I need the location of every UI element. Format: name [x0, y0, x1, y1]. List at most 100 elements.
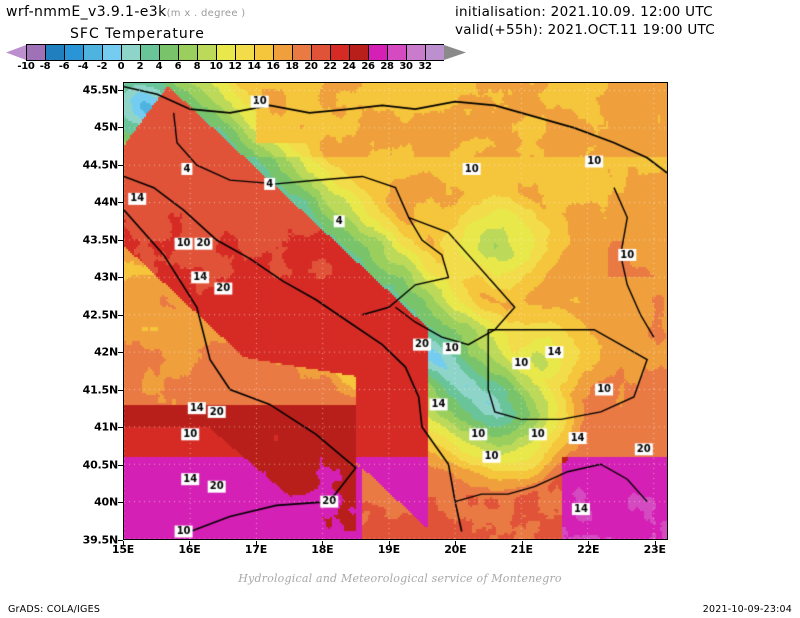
x-axis-tick	[588, 541, 590, 546]
colorbar-tick-label: 8	[193, 61, 201, 72]
y-axis-label: 43N	[94, 270, 118, 284]
colorbar-tick-label: 16	[266, 61, 280, 72]
x-axis-label: 18E	[311, 543, 334, 556]
colorbar-cell	[102, 44, 121, 61]
colorbar-tick-label: 10	[209, 61, 223, 72]
valid-time: valid(+55h): 2021.OCT.11 19:00 UTC	[455, 22, 716, 38]
colorbar-cell	[387, 44, 406, 61]
x-axis-label: 20E	[444, 543, 467, 556]
x-axis-tick	[455, 541, 457, 546]
x-axis-tick	[654, 541, 656, 546]
colorbar-over-arrow-icon	[444, 44, 466, 61]
colorbar-cell	[368, 44, 387, 61]
colorbar-cell	[273, 44, 292, 61]
x-axis-label: 17E	[244, 543, 268, 556]
x-axis-label: 19E	[377, 543, 400, 556]
colorbar-tick-label: -2	[96, 61, 108, 72]
colorbar-ticks: -10 -8 -6 -4 -2 0 2 4 6 8 10 12 14 16 18 20 22 24 26 28 30 32	[4, 61, 440, 72]
colorbar-tick-label: -10	[17, 61, 35, 72]
y-axis-label: 45.5N	[82, 83, 119, 96]
colorbar: -10 -8 -6 -4 -2 0 2 4 6 8 10 12 14 16 18 20 22 24 26 28 30 32	[4, 44, 466, 72]
colorbar-cell	[311, 44, 330, 61]
x-axis-label: 16E	[178, 543, 201, 556]
model-name: wrf-nmmE_v3.9.1-e3k	[6, 4, 167, 20]
y-axis-label: 40N	[94, 495, 118, 509]
colorbar-cell	[216, 44, 235, 61]
y-axis-tick	[118, 202, 123, 204]
y-axis-label: 40.5N	[82, 458, 119, 472]
map-plot-area[interactable]	[123, 82, 668, 540]
x-axis-tick	[322, 541, 324, 546]
x-axis-tick	[521, 541, 523, 546]
colorbar-cell	[121, 44, 140, 61]
y-axis-tick	[118, 314, 123, 316]
colorbar-tick-label: 18	[285, 61, 299, 72]
colorbar-tick-label: 28	[380, 61, 394, 72]
y-axis-tick	[118, 352, 123, 354]
colorbar-tick-label: 2	[136, 61, 144, 72]
generation-timestamp: 2021-10-09-23:04	[702, 604, 792, 615]
colorbar-tick-label: 32	[418, 61, 432, 72]
x-axis-label: 21E	[510, 543, 533, 556]
colorbar-tick-label: 26	[361, 61, 375, 72]
colorbar-cell	[254, 44, 273, 61]
x-axis-tick	[388, 541, 390, 546]
grads-tag: GrADS: COLA/IGES	[8, 604, 101, 615]
colorbar-cell	[197, 44, 216, 61]
model-title: wrf-nmmE_v3.9.1-e3k(m x . degree )	[6, 4, 246, 20]
service-credit: Hydrological and Meteorological service …	[238, 572, 562, 585]
colorbar-cell	[45, 44, 64, 61]
colorbar-swatches	[26, 44, 466, 61]
y-axis-label: 43.5N	[82, 233, 119, 247]
colorbar-cell	[178, 44, 197, 61]
colorbar-tick-label: 22	[323, 61, 337, 72]
model-units: (m x . degree )	[166, 8, 246, 19]
initialisation-time: initialisation: 2021.10.09. 12:00 UTC	[455, 4, 713, 20]
colorbar-cell	[140, 44, 159, 61]
y-axis-label: 41.5N	[82, 383, 119, 397]
x-axis-label: 23E	[643, 543, 666, 556]
colorbar-tick-label: 24	[342, 61, 356, 72]
colorbar-tick-label: 0	[117, 61, 125, 72]
y-axis-tick	[118, 89, 123, 91]
y-axis-label: 41N	[94, 420, 118, 434]
colorbar-tick-label: 30	[399, 61, 413, 72]
x-axis-label: 15E	[111, 543, 135, 556]
y-axis-label: 42.5N	[82, 308, 119, 322]
colorbar-tick-label: -4	[77, 61, 89, 72]
y-axis-tick	[118, 464, 123, 466]
colorbar-cell	[159, 44, 178, 61]
colorbar-cell	[425, 44, 444, 61]
colorbar-tick-label: -8	[39, 61, 51, 72]
y-axis-label: 42N	[94, 345, 118, 359]
colorbar-cell	[330, 44, 349, 61]
x-axis-tick	[255, 541, 257, 546]
colorbar-cell	[83, 44, 102, 61]
x-axis-tick	[189, 541, 191, 546]
colorbar-cell	[64, 44, 83, 61]
x-axis-label: 22E	[577, 543, 600, 556]
y-axis-tick	[118, 164, 123, 166]
y-axis-tick	[118, 427, 123, 429]
y-axis-tick	[118, 277, 123, 279]
colorbar-cell	[235, 44, 254, 61]
colorbar-under-arrow-icon	[6, 44, 26, 61]
colorbar-tick-label: 12	[228, 61, 242, 72]
colorbar-tick-label: 14	[247, 61, 261, 72]
y-axis-tick	[118, 540, 123, 541]
y-axis-tick	[118, 127, 123, 129]
colorbar-cell	[406, 44, 425, 61]
temperature-field	[124, 83, 667, 539]
colorbar-tick-label: 6	[174, 61, 182, 72]
colorbar-tick-label: 20	[304, 61, 318, 72]
y-axis-label: 45N	[94, 120, 118, 134]
y-axis-label: 44N	[94, 195, 118, 209]
colorbar-cell	[349, 44, 368, 61]
colorbar-tick-label: 4	[155, 61, 163, 72]
x-axis-tick	[123, 541, 124, 546]
y-axis-label: 39.5N	[82, 533, 119, 547]
colorbar-cell	[292, 44, 311, 61]
y-axis-tick	[118, 389, 123, 391]
y-axis-label: 44.5N	[82, 158, 119, 172]
field-title: SFC Temperature	[70, 26, 205, 42]
